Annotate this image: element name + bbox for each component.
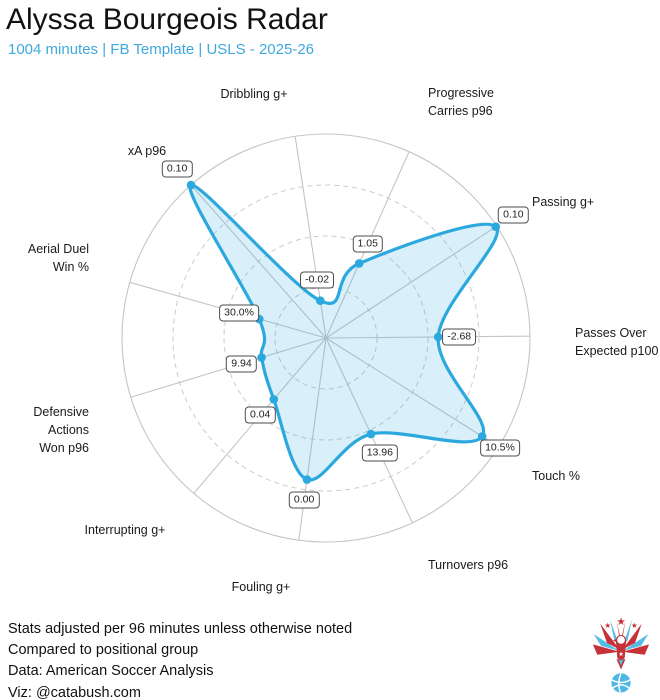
- data-point-marker: [491, 222, 501, 232]
- footer-line: Compared to positional group: [8, 642, 199, 659]
- footer-line: Stats adjusted per 96 minutes unless oth…: [8, 621, 353, 637]
- logo-eagle-body: ★: [612, 634, 627, 670]
- footer-line: Data: American Soccer Analysis: [8, 663, 214, 680]
- grid-spoke: [190, 184, 327, 339]
- data-point-marker: [366, 429, 376, 439]
- page-title: Alyssa Bourgeois Radar: [6, 3, 328, 36]
- grid-ring-dashed: [223, 235, 429, 441]
- data-point-marker: [315, 296, 325, 305]
- data-point-marker: [302, 475, 312, 484]
- svg-text:★: ★: [618, 651, 623, 658]
- footer-notes: Stats adjusted per 96 minutes unless oth…: [8, 619, 352, 700]
- grid-ring-dashed: [172, 184, 480, 492]
- data-point-marker: [257, 353, 266, 362]
- data-point-marker: [354, 259, 364, 268]
- data-point-marker: [433, 332, 443, 342]
- grid-spoke: [325, 337, 499, 448]
- svg-text:★: ★: [604, 621, 611, 630]
- grid-spoke: [325, 225, 497, 339]
- logo-stars: ★ ★ ★: [604, 617, 637, 630]
- logo-soccer-ball: [611, 672, 631, 693]
- asa-eagle-logo-icon: ★ ★ ★ ★: [592, 617, 650, 693]
- svg-text:★: ★: [616, 617, 625, 628]
- grid-spoke: [325, 335, 530, 339]
- data-point-marker: [186, 180, 196, 190]
- radar-polygon: [188, 183, 500, 482]
- svg-text:★: ★: [631, 621, 638, 630]
- footer-line: Viz: @catabush.com: [8, 684, 141, 700]
- data-point-marker: [477, 432, 487, 441]
- data-point-marker: [254, 314, 264, 324]
- data-point-marker: [269, 395, 279, 404]
- logo-eagle-wings: [592, 619, 650, 655]
- page-subtitle: 1004 minutes | FB Template | USLS - 2025…: [8, 41, 315, 58]
- grid-ring-outer: [121, 133, 531, 543]
